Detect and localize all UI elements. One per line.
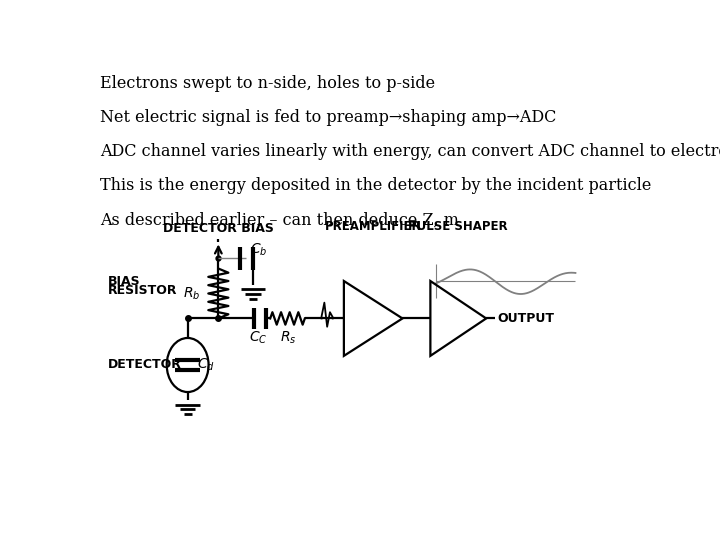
Text: Net electric signal is fed to preamp→shaping amp→ADC: Net electric signal is fed to preamp→sha… bbox=[100, 109, 557, 126]
Text: $C_b$: $C_b$ bbox=[250, 241, 268, 258]
Text: $C_d$: $C_d$ bbox=[197, 357, 215, 373]
Text: $C_C$: $C_C$ bbox=[249, 330, 268, 347]
Text: BIAS: BIAS bbox=[108, 275, 140, 288]
Text: As described earlier – can then deduce Z, m: As described earlier – can then deduce Z… bbox=[100, 212, 459, 228]
Text: $R_b$: $R_b$ bbox=[183, 285, 200, 302]
Text: $R_s$: $R_s$ bbox=[280, 330, 297, 347]
Text: DETECTOR BIAS: DETECTOR BIAS bbox=[163, 222, 274, 235]
Text: PULSE SHAPER: PULSE SHAPER bbox=[408, 220, 508, 233]
Text: This is the energy deposited in the detector by the incident particle: This is the energy deposited in the dete… bbox=[100, 178, 652, 194]
Text: Electrons swept to n-side, holes to p-side: Electrons swept to n-side, holes to p-si… bbox=[100, 75, 435, 92]
Text: DETECTOR: DETECTOR bbox=[108, 357, 181, 370]
Text: ADC channel varies linearly with energy, can convert ADC channel to electron-vol: ADC channel varies linearly with energy,… bbox=[100, 144, 720, 160]
Text: RESISTOR: RESISTOR bbox=[108, 284, 177, 297]
Text: OUTPUT: OUTPUT bbox=[498, 312, 554, 325]
Text: PREAMPLIFIER: PREAMPLIFIER bbox=[325, 220, 421, 233]
